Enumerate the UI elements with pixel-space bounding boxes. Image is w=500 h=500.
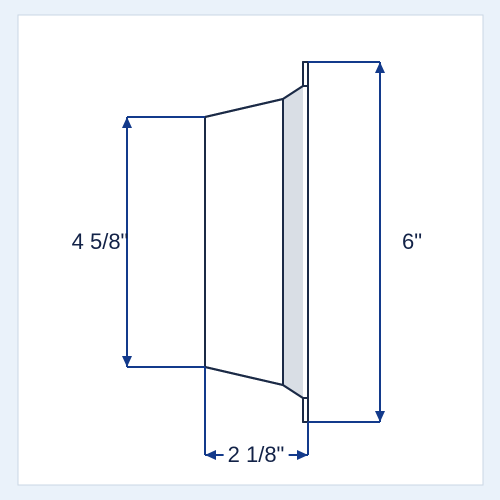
technical-drawing: 4 5/8" 6" 2 1/8" [0, 0, 500, 500]
dimension-label-bottom: 2 1/8" [224, 442, 289, 468]
dimension-label-right: 6" [402, 229, 422, 255]
dimension-label-left: 4 5/8" [72, 229, 129, 255]
